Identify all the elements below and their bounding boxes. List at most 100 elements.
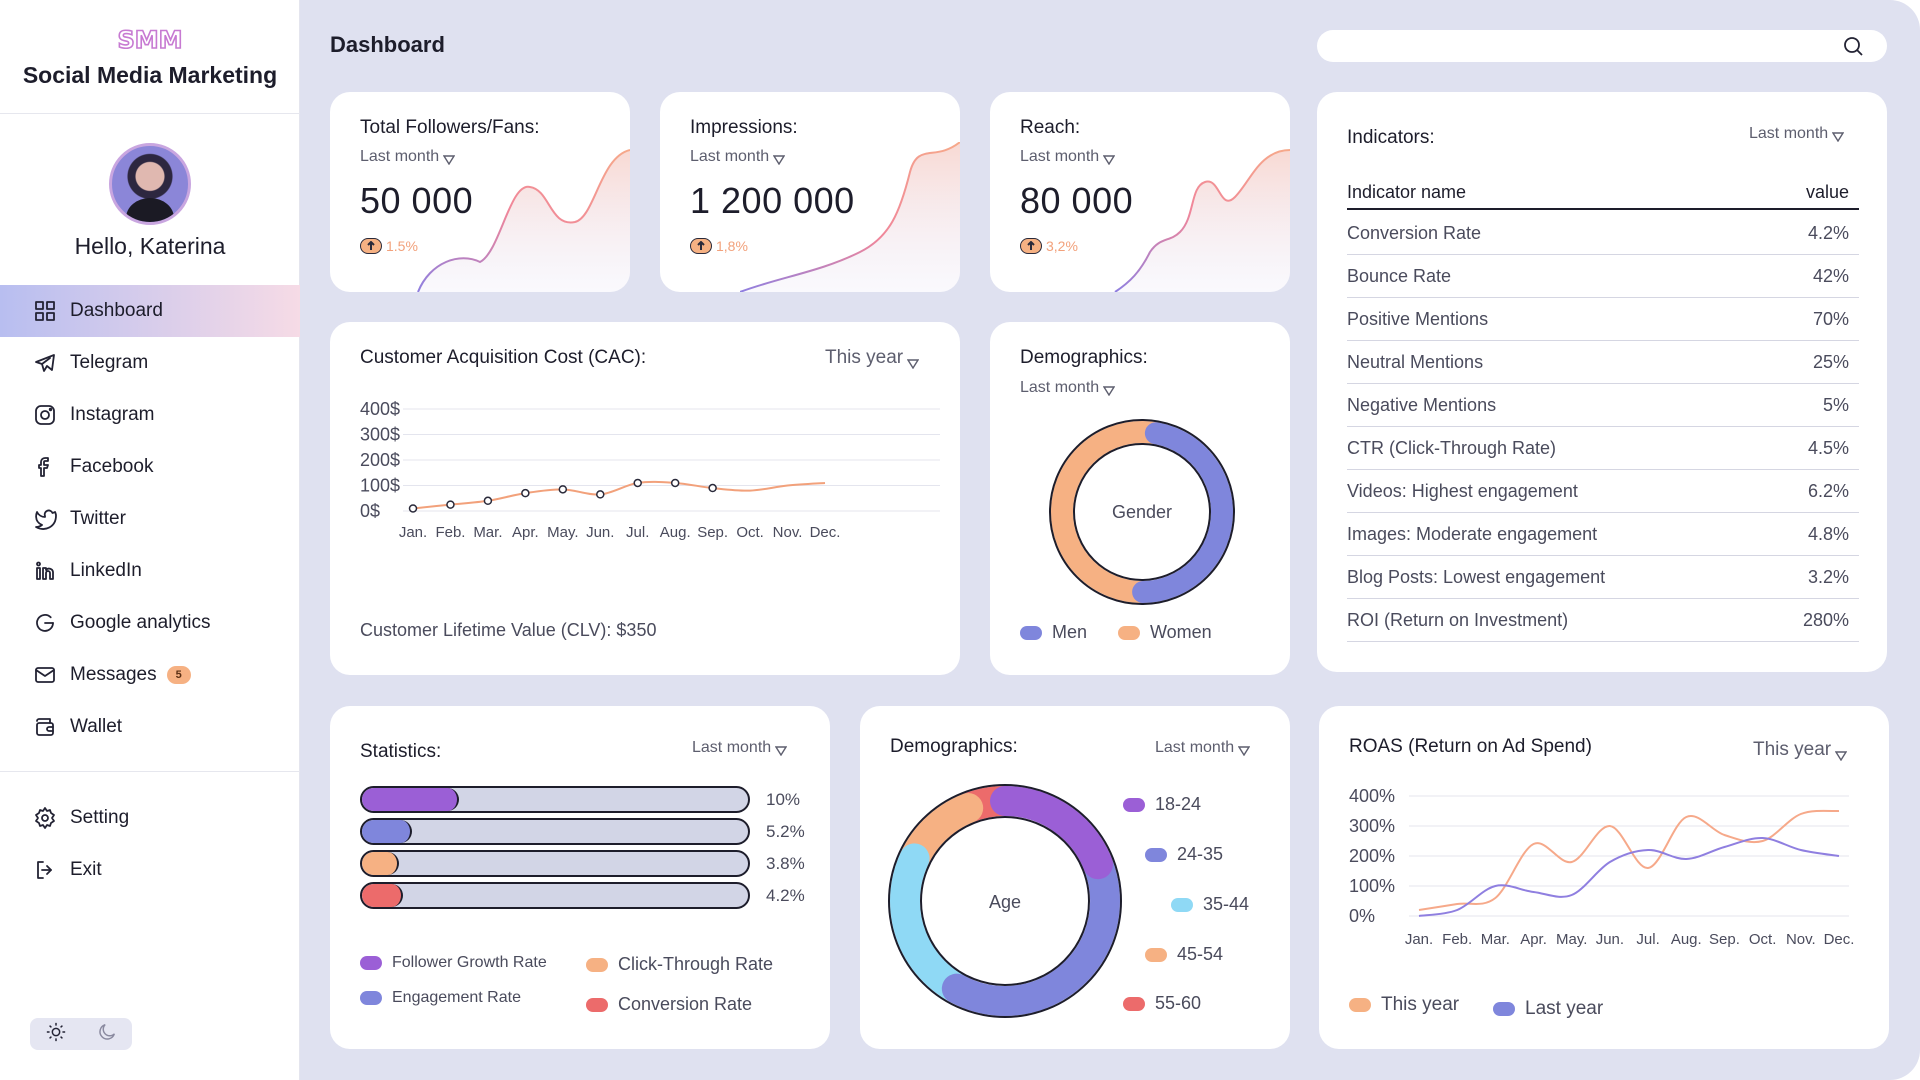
y-tick-label: 300%	[1349, 816, 1395, 836]
period-dropdown[interactable]: Last month	[1020, 379, 1116, 397]
table-row: ROI (Return on Investment) 280%	[1347, 599, 1859, 642]
sidebar-item-instagram[interactable]: Instagram	[0, 389, 300, 441]
sidebar-item-setting[interactable]: Setting	[0, 792, 300, 844]
x-tick-label: Apr.	[512, 524, 539, 541]
bar-track	[360, 818, 750, 845]
divider	[0, 113, 300, 114]
legend-swatch	[1349, 998, 1371, 1012]
data-point[interactable]	[633, 478, 642, 488]
sidebar-item-linkedin[interactable]: LinkedIn	[0, 545, 300, 597]
donut-outline	[1049, 419, 1235, 605]
sidebar-item-twitter[interactable]: Twitter	[0, 493, 300, 545]
period-dropdown[interactable]: This year	[825, 347, 920, 370]
indicator-value: 25%	[1812, 351, 1849, 372]
x-tick-label: Dec.	[810, 524, 841, 541]
donut-slice-women[interactable]	[1051, 421, 1167, 603]
chevron-down-icon	[1102, 383, 1116, 397]
table-row: Positive Mentions 70%	[1347, 298, 1859, 341]
kpi-card-reach: Reach: Last month 80 000 3,2%	[990, 92, 1290, 292]
linkedin-icon	[32, 558, 58, 584]
donut-slice-24-35[interactable]	[941, 849, 1120, 1016]
sidebar-item-wallet[interactable]: Wallet	[0, 701, 300, 753]
period-dropdown[interactable]: Last month	[692, 739, 788, 757]
cac-card: Customer Acquisition Cost (CAC): This ye…	[330, 322, 960, 675]
legend-item-men: Men	[1020, 622, 1087, 643]
legend-label: 45-54	[1177, 944, 1224, 964]
legend-item-engagement: Engagement Rate	[360, 989, 521, 1007]
data-point[interactable]	[521, 488, 530, 498]
data-point[interactable]	[596, 490, 605, 499]
exit-icon	[32, 857, 58, 883]
search-icon[interactable]	[1841, 34, 1865, 58]
sidebar-item-exit[interactable]: Exit	[0, 844, 300, 896]
data-point[interactable]	[483, 496, 493, 506]
period-dropdown[interactable]: Last month	[690, 148, 786, 166]
legend-item-this-year: This year	[1349, 994, 1459, 1016]
facebook-icon	[32, 454, 58, 480]
gender-donut-chart: Gender	[1049, 419, 1235, 605]
x-tick-label: May.	[1556, 931, 1587, 948]
theme-toggle[interactable]	[30, 1018, 132, 1050]
legend-swatch	[586, 957, 608, 972]
sidebar-item-messages[interactable]: Messages 5	[0, 649, 300, 701]
x-tick-label: Oct.	[736, 524, 764, 541]
moon-icon[interactable]	[96, 1021, 118, 1048]
sidebar-item-label: Wallet	[70, 716, 123, 737]
legend-swatch	[360, 956, 382, 970]
donut-slice-18-24[interactable]	[990, 786, 1113, 880]
period-label: Last month	[1749, 125, 1829, 142]
x-tick-label: Jun.	[1596, 931, 1624, 948]
bar-value-label: 5.2%	[766, 822, 805, 841]
x-tick-label: Aug.	[1671, 931, 1702, 948]
table-row: Bounce Rate 42%	[1347, 255, 1859, 298]
bar-fill	[362, 788, 459, 811]
donut-center-label: Gender	[1112, 502, 1172, 522]
donut-outline	[920, 816, 1090, 986]
card-title: Demographics:	[1020, 347, 1148, 368]
sidebar-item-telegram[interactable]: Telegram	[0, 337, 300, 389]
kpi-delta: 3,2%	[1020, 238, 1078, 254]
avatar[interactable]	[109, 143, 191, 225]
indicator-name: Videos: Highest engagement	[1347, 480, 1578, 501]
data-point[interactable]	[708, 483, 717, 493]
donut-slice-men[interactable]	[1132, 422, 1233, 603]
arrow-up-icon	[360, 238, 382, 254]
sidebar-item-google-analytics[interactable]: Google analytics	[0, 597, 300, 649]
y-tick-label: 0%	[1349, 906, 1375, 926]
legend-item-follower-growth: Follower Growth Rate	[360, 954, 547, 972]
data-point[interactable]	[558, 485, 568, 494]
period-label: Last month	[1020, 148, 1100, 165]
data-point[interactable]	[670, 478, 680, 488]
sidebar-item-dashboard[interactable]: Dashboard	[0, 285, 300, 337]
chevron-down-icon	[906, 353, 920, 370]
donut-slice-35-44[interactable]	[890, 843, 972, 1004]
legend-label: Last year	[1525, 998, 1604, 1019]
sidebar-item-facebook[interactable]: Facebook	[0, 441, 300, 493]
card-title: Customer Acquisition Cost (CAC):	[360, 347, 647, 368]
period-dropdown[interactable]: This year	[1753, 739, 1848, 762]
data-point[interactable]	[446, 500, 455, 509]
period-dropdown[interactable]: Last month	[1020, 148, 1116, 166]
search-input[interactable]	[1335, 30, 1835, 62]
sidebar-item-label: LinkedIn	[70, 560, 142, 581]
search-bar	[1317, 30, 1887, 62]
card-title: Demographics:	[890, 736, 1018, 757]
period-dropdown[interactable]: Last month	[360, 148, 456, 166]
period-dropdown[interactable]: Last month	[1155, 739, 1251, 757]
period-dropdown[interactable]: Last month	[1749, 125, 1845, 143]
indicator-name: Conversion Rate	[1347, 222, 1482, 243]
kpi-delta: 1,8%	[690, 238, 748, 254]
legend-item-click-through: Click-Through Rate	[586, 954, 773, 975]
sidebar-item-label: Dashboard	[70, 300, 163, 321]
data-point[interactable]	[408, 504, 418, 513]
legend-label: 35-44	[1203, 894, 1250, 914]
age-donut-chart: Age	[888, 784, 1122, 1018]
sun-icon[interactable]	[45, 1021, 67, 1048]
bar-value-label: 4.2%	[766, 886, 805, 905]
x-tick-label: Oct.	[1749, 931, 1777, 948]
legend-label: Conversion Rate	[618, 994, 753, 1014]
arrow-up-icon	[1020, 238, 1042, 254]
arrow-up-icon	[690, 238, 712, 254]
chevron-down-icon	[1831, 129, 1845, 143]
x-tick-label: Aug.	[660, 524, 691, 541]
